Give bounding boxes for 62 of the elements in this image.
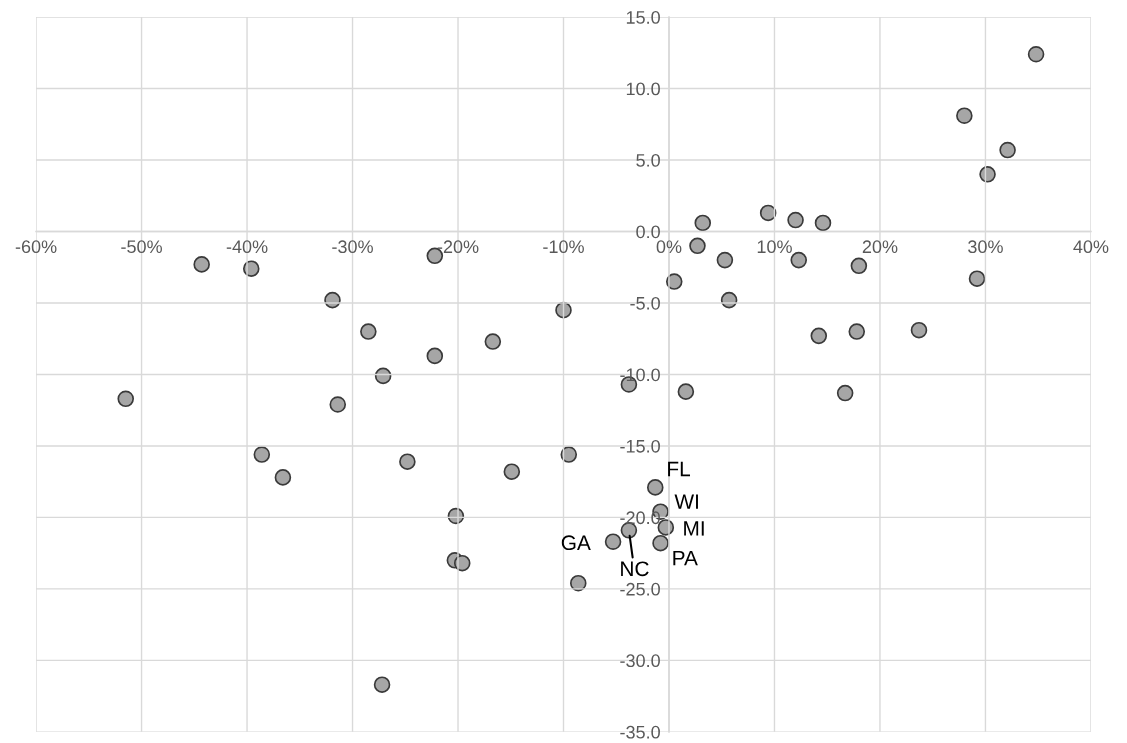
y-tick-label: -10.0 bbox=[620, 368, 660, 382]
y-tick-label: -25.0 bbox=[620, 582, 660, 596]
point bbox=[652, 534, 669, 552]
point bbox=[848, 323, 866, 340]
y-tick-label: -15.0 bbox=[620, 439, 660, 453]
y-tick-label: -35.0 bbox=[620, 725, 660, 739]
point bbox=[373, 676, 391, 693]
y-tick-label: 15.0 bbox=[626, 11, 660, 24]
point bbox=[956, 107, 973, 125]
point bbox=[968, 270, 986, 287]
point bbox=[814, 214, 832, 232]
point bbox=[677, 383, 695, 400]
point bbox=[787, 211, 804, 229]
point bbox=[426, 347, 444, 365]
x-tick-label: 0% bbox=[656, 240, 682, 254]
point bbox=[604, 533, 622, 551]
point bbox=[790, 251, 808, 269]
point bbox=[329, 396, 347, 413]
point bbox=[716, 251, 734, 269]
point bbox=[646, 479, 664, 496]
point bbox=[560, 446, 578, 463]
point bbox=[253, 446, 271, 463]
x-tick-label: 20% bbox=[862, 240, 898, 254]
point bbox=[503, 463, 521, 480]
point bbox=[810, 327, 828, 345]
annotation: NC bbox=[621, 561, 649, 577]
x-tick-label: -30% bbox=[332, 240, 373, 254]
y-tick-label: 0.0 bbox=[636, 225, 660, 239]
point bbox=[1027, 45, 1045, 63]
x-tick-label: 30% bbox=[968, 240, 1003, 254]
y-tick-label: 10.0 bbox=[626, 82, 660, 96]
point bbox=[399, 453, 416, 470]
x-tick-label: 10% bbox=[757, 240, 792, 254]
point bbox=[360, 323, 377, 340]
point bbox=[850, 257, 868, 275]
x-tick-label: -50% bbox=[121, 240, 162, 254]
point bbox=[117, 390, 135, 408]
x-tick-label: 40% bbox=[1073, 240, 1109, 254]
point bbox=[836, 384, 854, 402]
point bbox=[694, 214, 712, 232]
point bbox=[193, 256, 210, 273]
point bbox=[910, 321, 928, 339]
x-tick-label: -20% bbox=[437, 240, 479, 254]
point bbox=[999, 141, 1016, 159]
point bbox=[274, 469, 292, 486]
point bbox=[374, 367, 392, 385]
x-tick-label: -40% bbox=[226, 240, 268, 254]
y-tick-label: -20.0 bbox=[620, 511, 660, 525]
annotation: FL bbox=[668, 461, 691, 477]
y-tick-label: -30.0 bbox=[620, 654, 660, 668]
annotation: MI bbox=[684, 521, 704, 536]
y-tick-label: -5.0 bbox=[630, 296, 660, 310]
point bbox=[689, 237, 706, 255]
point bbox=[484, 333, 502, 350]
annotation: PA bbox=[673, 550, 698, 566]
y-tick-label: 5.0 bbox=[636, 153, 660, 167]
x-tick-label: -60% bbox=[15, 240, 57, 254]
annotation: WI bbox=[674, 494, 698, 509]
x-tick-label: -10% bbox=[543, 240, 584, 254]
annotation: GA bbox=[561, 535, 591, 551]
point bbox=[759, 204, 777, 222]
point bbox=[979, 166, 996, 183]
